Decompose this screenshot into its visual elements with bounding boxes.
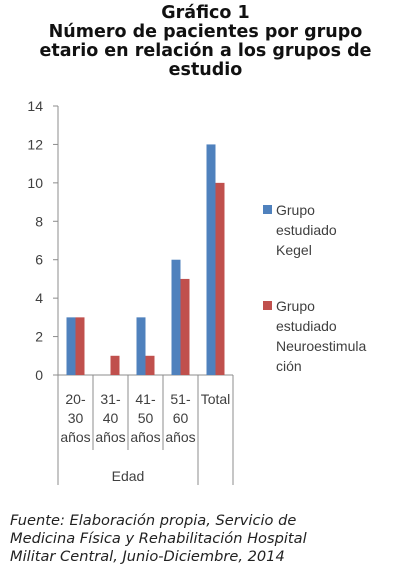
bar-s1-c1 — [110, 355, 120, 375]
legend-label-0-2: Kegel — [276, 242, 312, 258]
source-line-1: Fuente: Elaboración propia, Servicio de — [10, 512, 297, 529]
category-label-0-2: años — [60, 429, 90, 445]
category-label-1-1: 40 — [103, 410, 119, 426]
y-tick-label-7: 14 — [27, 98, 43, 114]
category-label-3-1: 60 — [173, 410, 189, 426]
title-line-3: etario en relación a los grupos de — [39, 41, 372, 61]
category-label-0-1: 30 — [68, 410, 84, 426]
category-label-3-2: años — [165, 429, 195, 445]
chart-title: Gráfico 1 Número de pacientes por grupo … — [0, 4, 411, 80]
category-label-2-1: 50 — [138, 410, 154, 426]
y-tick-label-3: 6 — [35, 252, 43, 268]
category-label-2-2: años — [130, 429, 160, 445]
legend-label-0-0: Grupo — [276, 202, 315, 218]
bar-s1-c3 — [180, 278, 190, 375]
y-tick-label-1: 2 — [35, 329, 43, 345]
bar-chart: 0 2 4 6 8 10 12 14 20- 30 años 31- 40 años 41- 50 años 51… — [27, 98, 366, 485]
y-tick-label-2: 4 — [35, 290, 43, 306]
legend-label-1-3: ción — [276, 358, 302, 374]
source-note: Fuente: Elaboración propia, Servicio de … — [10, 512, 405, 566]
category-label-1-2: años — [95, 429, 125, 445]
category-label-3-0: 51- — [170, 391, 191, 407]
legend-label-1-1: estudiado — [276, 318, 337, 334]
category-label-4-0: Total — [201, 391, 231, 407]
legend-label-1-0: Grupo — [276, 298, 315, 314]
legend-label-0-1: estudiado — [276, 222, 337, 238]
title-line-4: estudio — [168, 60, 243, 80]
title-line-2: Número de pacientes por grupo — [48, 22, 363, 42]
legend-swatch-1 — [263, 301, 272, 310]
bar-s0-c0 — [66, 317, 76, 375]
bar-s0-c4 — [206, 144, 216, 375]
y-tick-label-5: 10 — [27, 175, 43, 191]
group-label-0: Edad — [112, 468, 145, 484]
source-line-3: Militar Central, Junio-Diciembre, 2014 — [10, 548, 285, 565]
category-label-0-0: 20- — [65, 391, 86, 407]
legend-swatch-0 — [263, 205, 272, 214]
y-tick-label-6: 12 — [27, 136, 43, 152]
bar-s1-c0 — [75, 317, 85, 375]
bar-s0-c2 — [136, 317, 146, 375]
y-tick-label-4: 8 — [35, 213, 43, 229]
bar-s1-c2 — [145, 355, 155, 375]
title-line-1: Gráfico 1 — [161, 3, 250, 23]
legend-label-1-2: Neuroestimula — [276, 338, 366, 354]
bar-s1-c4 — [215, 182, 225, 375]
category-label-2-0: 41- — [135, 391, 156, 407]
y-tick-label-0: 0 — [35, 367, 43, 383]
source-line-2: Medicina Física y Rehabilitación Hospita… — [10, 530, 307, 547]
bar-s0-c3 — [171, 259, 181, 375]
category-label-1-0: 31- — [100, 391, 121, 407]
